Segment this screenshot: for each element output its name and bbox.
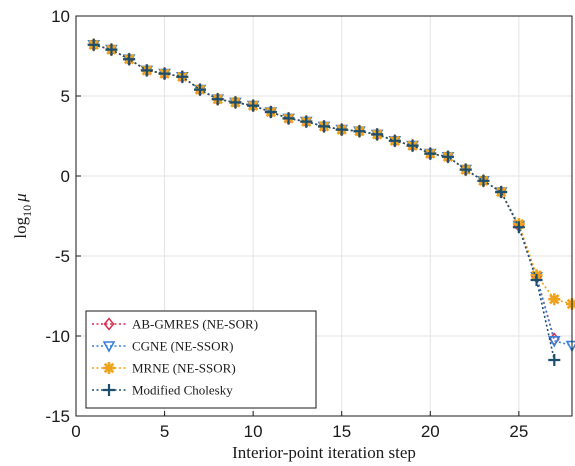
series-line	[93, 44, 556, 340]
data-point	[247, 99, 260, 112]
legend-marker	[103, 384, 115, 396]
data-point	[105, 43, 118, 56]
plot-frame	[75, 15, 573, 417]
legend-marker	[103, 317, 115, 331]
y-tick-label: -5	[55, 247, 70, 266]
data-point	[406, 139, 419, 152]
data-point	[87, 38, 100, 51]
data-point	[371, 128, 384, 141]
series-line	[93, 44, 573, 305]
data-point	[388, 134, 401, 147]
data-point	[353, 125, 366, 138]
data-point	[530, 274, 543, 286]
legend: AB-GMRES (NE-SOR) CGNE (NE-SSOR) MRNE (NE-…	[85, 310, 317, 409]
legend-box	[85, 310, 317, 409]
data-point	[211, 93, 224, 106]
data-point	[547, 335, 561, 348]
legend-marker	[102, 341, 116, 353]
y-tick-label: -10	[45, 327, 70, 346]
data-point	[140, 64, 153, 77]
legend-label: MRNE (NE-SSOR)	[132, 361, 236, 376]
x-tick-label: 25	[509, 422, 528, 441]
x-tick-label: 0	[71, 422, 80, 441]
series-layer	[87, 38, 575, 366]
x-tick-label: 5	[160, 422, 169, 441]
data-point	[335, 123, 348, 136]
x-tick-label: 15	[332, 422, 351, 441]
data-point	[477, 174, 490, 187]
data-point	[424, 147, 437, 160]
data-point	[548, 293, 561, 306]
y-axis-label-sub: 10	[20, 205, 34, 217]
series-ab-gmres-ne-sor	[88, 38, 560, 346]
data-point	[176, 70, 189, 83]
legend-label: Modified Cholesky	[132, 383, 233, 398]
y-tick-label: 5	[61, 87, 70, 106]
data-point	[158, 67, 171, 80]
series-modified-cholesky	[87, 38, 561, 366]
data-point	[512, 221, 525, 234]
data-point	[300, 115, 313, 128]
ticks: 0 5 10 15 20 25 -15 -10 -5 0 5 10	[45, 7, 528, 441]
data-point	[194, 83, 206, 96]
legend-label: AB-GMRES (NE-SOR)	[132, 317, 258, 332]
series-mrne-ne-ssor	[87, 38, 575, 310]
x-tick-label: 20	[421, 422, 440, 441]
x-tick-label: 10	[244, 422, 263, 441]
x-axis-label: Interior-point iteration step	[232, 443, 416, 462]
y-tick-label: -15	[45, 407, 70, 426]
y-tick-label: 0	[61, 167, 70, 186]
data-point	[566, 298, 575, 310]
data-point	[548, 354, 561, 366]
legend-item: CGNE (NE-SSOR)	[92, 339, 233, 354]
y-axis-label: log10 μ	[11, 193, 34, 238]
data-point	[123, 53, 136, 66]
y-tick-label: 10	[51, 7, 70, 26]
data-point	[229, 96, 242, 109]
data-point	[565, 340, 575, 353]
legend-item: AB-GMRES (NE-SOR)	[92, 317, 258, 332]
data-point	[495, 186, 508, 198]
y-axis-label-var: μ	[11, 193, 30, 203]
legend-label: CGNE (NE-SSOR)	[132, 339, 233, 354]
legend-item: MRNE (NE-SSOR)	[92, 361, 236, 376]
data-point	[459, 163, 472, 176]
data-point	[264, 106, 277, 118]
legend-item: Modified Cholesky	[92, 383, 233, 398]
y-axis-label-main: log	[11, 216, 30, 238]
data-point	[318, 120, 330, 133]
data-point	[282, 112, 295, 125]
legend-marker	[103, 362, 115, 374]
data-point	[442, 150, 454, 163]
